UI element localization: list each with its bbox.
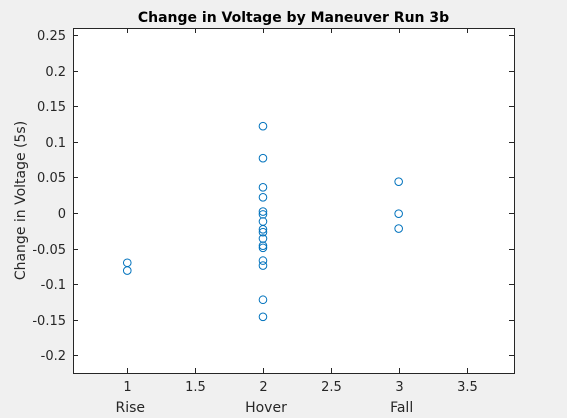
x-tick-label: 1.5	[185, 380, 206, 395]
y-tick-label: -0.1	[41, 278, 66, 293]
category-label: Rise	[116, 400, 146, 416]
data-point	[258, 256, 268, 265]
data-point	[394, 209, 403, 218]
x-tick-label: 3.5	[457, 380, 478, 395]
y-tick-label: -0.15	[32, 314, 66, 329]
y-tick-label: 0.1	[45, 136, 66, 151]
plot-frame	[73, 28, 515, 374]
y-tick-label: 0.05	[37, 171, 66, 186]
x-tick-label: 2	[259, 380, 267, 395]
y-tick-label: -0.05	[32, 243, 66, 258]
data-point	[394, 177, 403, 186]
data-point	[258, 312, 268, 322]
data-point	[258, 183, 268, 192]
data-point	[258, 225, 268, 234]
y-tick-label: 0.2	[45, 65, 66, 80]
data-point	[258, 295, 268, 305]
data-point	[258, 261, 268, 270]
data-points	[122, 121, 403, 322]
data-point	[394, 224, 403, 233]
x-tick-label: 1	[123, 380, 131, 395]
y-tick-label: 0.25	[37, 29, 66, 44]
category-label: Hover	[245, 400, 287, 416]
y-axis: -0.2 -0.15 -0.1 -0.05 0 0.05 0.1 0.15 0.2 0.25	[32, 29, 514, 364]
plot-area	[73, 28, 514, 373]
y-axis-label: Change in Voltage (5s)	[13, 121, 29, 280]
y-tick-label: 0.15	[37, 100, 66, 115]
data-point	[258, 153, 268, 163]
category-label: Fall	[390, 400, 413, 416]
y-tick-label: -0.2	[41, 349, 66, 364]
data-point	[258, 192, 268, 202]
y-tick-label: 0	[58, 207, 66, 222]
data-point	[122, 266, 132, 275]
category-labels: Rise Hover Fall	[116, 400, 414, 416]
x-tick-label: 3	[395, 380, 403, 395]
data-point	[258, 243, 268, 253]
chart-title: Change in Voltage by Maneuver Run 3b	[138, 10, 449, 26]
x-axis: 1 1.5 2 2.5 3 3.5	[123, 28, 478, 395]
data-point	[258, 207, 268, 216]
x-tick-label: 2.5	[321, 380, 342, 395]
data-point	[258, 121, 268, 131]
data-point	[258, 241, 268, 250]
data-point	[258, 227, 268, 237]
